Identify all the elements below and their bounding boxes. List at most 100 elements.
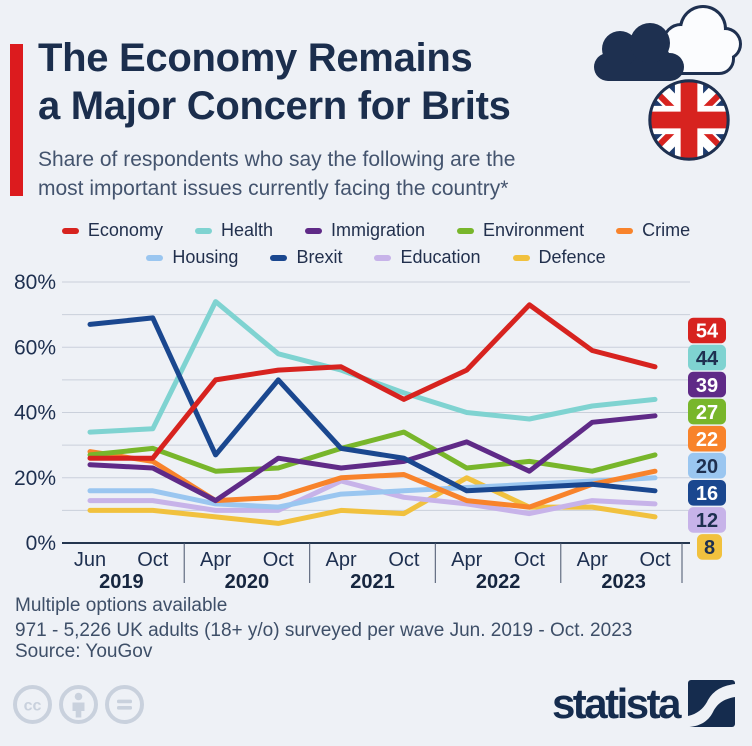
- end-value-badge-label: 44: [696, 348, 719, 370]
- uk-flag-icon: [648, 79, 730, 161]
- title-accent-bar: [10, 44, 23, 196]
- chart-svg: 0% 20% 40% 60% 80% Jun Oct Apr Oct Apr Oct Apr Oct Ap…: [14, 271, 726, 593]
- end-value-badge-education: [688, 507, 726, 533]
- legend-item-crime: Crime: [616, 220, 690, 241]
- x-axis-month-label: Apr: [326, 549, 357, 571]
- cc-nd-icon: [105, 685, 144, 724]
- page-subtitle: Share of respondents who say the followi…: [38, 145, 515, 203]
- legend-swatch-crime: [616, 227, 634, 234]
- legend-label: Immigration: [330, 220, 426, 240]
- x-axis-month-label: Jun: [74, 549, 106, 571]
- legend-label: Economy: [87, 220, 163, 240]
- x-axis-year-label: 2023: [601, 571, 646, 593]
- legend-row-2: Housing Brexit Education Defence: [0, 244, 752, 271]
- x-axis-month-label: Oct: [388, 549, 420, 571]
- series-line-immigration: [87, 413, 658, 504]
- legend-item-defence: Defence: [512, 247, 606, 268]
- legend-swatch-education: [374, 254, 392, 261]
- chart: 0% 20% 40% 60% 80% Jun Oct Apr Oct Apr Oct Apr Oct Ap…: [0, 270, 752, 604]
- end-value-badge-health: [688, 344, 726, 371]
- end-value-badge-housing: [688, 452, 726, 479]
- legend-row-1: Economy Health Immigration Environment Crime: [0, 217, 752, 244]
- end-value-badge-defence: [697, 534, 722, 560]
- series-line-crime: [87, 449, 658, 510]
- legend-swatch-health: [194, 227, 212, 234]
- y-axis-label: 60%: [14, 336, 56, 359]
- legend-item-education: Education: [374, 247, 481, 268]
- legend-swatch-brexit: [270, 254, 288, 261]
- legend-label: Environment: [483, 220, 585, 240]
- legend-swatch-housing: [146, 254, 164, 261]
- title-line-2: a Major Concern for Brits: [38, 84, 511, 128]
- x-axis-year-label: 2021: [350, 571, 395, 593]
- chart-footnotes: Multiple options available 971 - 5,226 U…: [15, 593, 632, 643]
- x-axis-month-label: Apr: [577, 549, 608, 571]
- legend: Economy Health Immigration Environment Crime…: [0, 217, 752, 271]
- footnote-line-1: Multiple options available: [15, 595, 228, 616]
- license-icons: cc: [12, 684, 145, 725]
- source-note: Source: YouGov: [15, 641, 153, 662]
- y-axis-label: 80%: [14, 271, 56, 294]
- end-value-badge-environment: [688, 398, 726, 425]
- legend-label: Housing: [172, 247, 239, 267]
- end-value-badge-economy: [688, 317, 726, 344]
- legend-swatch-economy: [61, 227, 79, 234]
- x-axis-month-label: Apr: [200, 549, 231, 571]
- svg-text:cc: cc: [24, 698, 42, 715]
- x-axis-year-label: 2022: [476, 571, 521, 593]
- series-line-education: [87, 478, 658, 517]
- legend-swatch-environment: [457, 227, 475, 234]
- x-axis-month-label: Oct: [137, 549, 169, 571]
- legend-label: Crime: [642, 220, 691, 240]
- end-value-badge-label: 16: [696, 483, 718, 505]
- end-value-badge-label: 54: [696, 321, 719, 343]
- x-axis-month-label: Oct: [263, 549, 295, 571]
- legend-label: Health: [220, 220, 273, 240]
- series-line-brexit: [87, 315, 658, 494]
- y-axis-label: 40%: [14, 402, 56, 425]
- x-axis-month-label: Oct: [639, 549, 671, 571]
- legend-item-health: Health: [194, 220, 273, 241]
- title-line-1: The Economy Remains: [38, 36, 473, 80]
- x-axis-month-label: Oct: [514, 549, 546, 571]
- legend-item-immigration: Immigration: [304, 220, 426, 241]
- legend-item-economy: Economy: [61, 220, 163, 241]
- end-value-badge-crime: [688, 425, 726, 452]
- end-value-badge-label: 12: [696, 510, 718, 532]
- subtitle-line-1: Share of respondents who say the followi…: [38, 148, 516, 171]
- end-value-badge-brexit: [688, 480, 726, 506]
- legend-label: Education: [400, 247, 481, 267]
- page-title: The Economy Remains a Major Concern for …: [38, 34, 511, 130]
- cloud-icon-light: [662, 5, 742, 75]
- end-value-badge-label: 22: [696, 429, 718, 451]
- end-value-badge-label: 8: [704, 537, 715, 559]
- legend-swatch-defence: [512, 254, 530, 261]
- end-value-badge-label: 20: [696, 456, 718, 478]
- legend-label: Brexit: [296, 247, 343, 267]
- statista-logo-mark: [688, 680, 735, 727]
- footnote-line-2: 971 - 5,226 UK adults (18+ y/o) surveyed…: [15, 620, 633, 641]
- series-line-economy: [87, 302, 658, 461]
- end-value-badge-label: 27: [696, 402, 718, 424]
- subtitle-line-2: most important issues currently facing t…: [38, 177, 509, 200]
- series-line-housing: [87, 475, 658, 510]
- cloud-icon-dark: [594, 23, 684, 81]
- end-value-badge-label: 39: [696, 375, 718, 397]
- cc-by-icon: [59, 685, 98, 724]
- x-axis-month-label: Apr: [451, 549, 482, 571]
- x-axis-year-label: 2019: [99, 571, 144, 593]
- series-line-environment: [87, 429, 658, 474]
- statista-logo-text: statista: [551, 680, 682, 727]
- y-axis-label: 0%: [26, 532, 56, 555]
- end-value-badge-immigration: [688, 371, 726, 398]
- statista-logo: statista: [552, 680, 735, 727]
- x-axis-year-label: 2020: [225, 571, 270, 593]
- legend-swatch-immigration: [304, 227, 322, 234]
- legend-label: Defence: [538, 247, 606, 267]
- cc-icon: cc: [13, 685, 52, 724]
- legend-item-brexit: Brexit: [270, 247, 342, 268]
- y-axis-label: 20%: [14, 467, 56, 490]
- legend-item-housing: Housing: [146, 247, 238, 268]
- legend-item-environment: Environment: [457, 220, 584, 241]
